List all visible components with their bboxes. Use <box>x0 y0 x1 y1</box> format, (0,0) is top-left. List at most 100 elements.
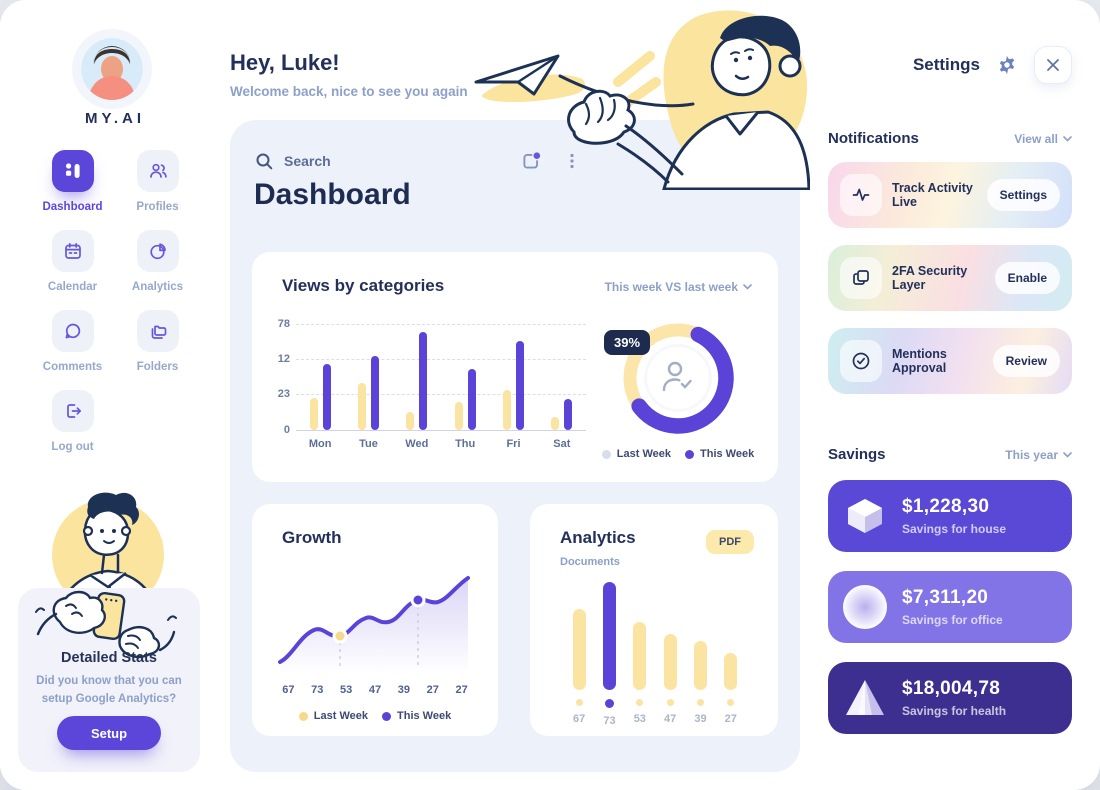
gear-icon[interactable] <box>997 55 1017 75</box>
legend-dot <box>601 449 611 459</box>
bar <box>633 622 647 690</box>
folders-icon <box>136 310 179 352</box>
analytics-column: 67 <box>564 582 594 727</box>
bar-group-fri <box>489 324 537 430</box>
this-week-bar <box>419 332 428 430</box>
gridline <box>296 394 586 395</box>
sidebar-item-label: Calendar <box>47 281 98 293</box>
bar-stack <box>724 582 738 690</box>
last-week-bar <box>454 402 463 430</box>
x-axis-label: 67 <box>573 713 586 725</box>
savings-heading: Savings <box>828 446 886 463</box>
notification-label: Track Activity Live <box>892 181 973 209</box>
savings-amount: $7,311,20 <box>902 587 989 608</box>
setup-button[interactable]: Setup <box>57 716 161 750</box>
savings-label: Savings for health <box>902 704 1007 718</box>
savings-for-office-card[interactable]: $7,311,20 Savings for office <box>828 571 1072 643</box>
week-filter-label: This week VS last week <box>604 280 738 294</box>
sidebar-item-log-out[interactable]: Log out <box>30 390 115 453</box>
analytics-column: 53 <box>625 582 655 727</box>
notification-label: Mentions Approval <box>892 347 947 375</box>
this-week-bar <box>515 341 524 430</box>
sidebar-item-folders[interactable]: Folders <box>115 310 200 373</box>
hands-phone-illustration <box>35 590 177 658</box>
views-card-title: Views by categories <box>282 276 445 295</box>
avatar[interactable] <box>81 38 143 100</box>
savings-list: $1,228,30 Savings for house $7,311,20 Savin… <box>828 480 1072 753</box>
sidebar-item-dashboard[interactable]: Dashboard <box>30 150 115 213</box>
savings-texts: $7,311,20 Savings for office <box>902 587 1003 627</box>
pdf-export-badge[interactable]: PDF <box>706 530 754 554</box>
bar-group-tue <box>344 324 392 430</box>
view-all-link[interactable]: View all <box>1014 132 1072 146</box>
x-axis-label: Wed <box>405 438 429 450</box>
notifications-heading: Notifications <box>828 130 919 147</box>
close-icon <box>1047 59 1059 71</box>
sidebar-item-analytics[interactable]: Analytics <box>115 230 200 293</box>
legend-label: This Week <box>700 448 755 460</box>
donut-legend: Last Week This Week <box>590 448 766 460</box>
y-axis-tick: 23 <box>277 388 290 400</box>
user-check-icon <box>662 361 692 392</box>
sidebar-item-profiles[interactable]: Profiles <box>115 150 200 213</box>
legend-label: Last Week <box>313 710 368 722</box>
sidebar-item-label: Profiles <box>136 201 179 213</box>
close-button[interactable] <box>1034 46 1072 84</box>
search-bar[interactable] <box>254 146 584 176</box>
growth-card-title: Growth <box>282 528 342 547</box>
this-week-bar <box>322 364 331 430</box>
x-axis-label: 53 <box>633 713 646 725</box>
notifications-list: Track Activity Live Settings 2FA Security … <box>828 162 1072 411</box>
notification-card-track-activity-live: Track Activity Live Settings <box>828 162 1072 228</box>
review-button[interactable]: Review <box>992 345 1060 377</box>
column-dot <box>575 699 583 706</box>
stats-card-title: Detailed Stats <box>61 650 157 666</box>
column-dot <box>604 699 614 708</box>
settings-header: Settings <box>828 46 1072 84</box>
x-axis-label: Tue <box>359 438 378 450</box>
sidebar-item-comments[interactable]: Comments <box>30 310 115 373</box>
y-axis-tick: 0 <box>283 424 290 436</box>
bar <box>724 653 738 690</box>
x-axis-label: 73 <box>603 715 616 727</box>
growth-card: Growth 67 73 53 47 39 27 27 Last Week This Week <box>252 504 498 736</box>
views-bar-chart: 78 12 23 0 Mon Tue Wed Thu Fri Sat <box>278 318 586 450</box>
avatar-image <box>81 38 143 100</box>
savings-for-health-card[interactable]: $18,004,78 Savings for health <box>828 662 1072 734</box>
savings-for-house-card[interactable]: $1,228,30 Savings for house <box>828 480 1072 552</box>
x-axis-label: Fri <box>506 438 521 450</box>
settings-button[interactable]: Settings <box>986 179 1060 211</box>
legend-dot <box>382 711 391 721</box>
column-dot <box>636 699 644 706</box>
highlight-bar <box>602 582 616 690</box>
last-week-bar <box>357 383 366 430</box>
settings-title: Settings <box>912 55 980 74</box>
legend-label: This Week <box>397 710 452 722</box>
bar-stack <box>663 582 677 690</box>
savings-label: Savings for office <box>902 613 1003 627</box>
search-input[interactable] <box>284 153 518 169</box>
growth-legend: Last Week This Week <box>252 710 498 722</box>
bar-group-wed <box>393 324 441 430</box>
x-axis-label: 47 <box>664 713 677 725</box>
bar <box>663 634 677 690</box>
analytics-column: 27 <box>716 582 746 727</box>
sidebar-item-label: Log out <box>51 441 94 453</box>
week-comparison-donut: 39% <box>604 308 748 448</box>
sidebar-nav: Dashboard Profiles Calendar Analytics Commen… <box>30 150 200 453</box>
analytics-column: 47 <box>655 582 685 727</box>
bar-stack <box>693 582 707 690</box>
new-window-notification-button[interactable] <box>518 148 544 174</box>
dashboard-panel: Dashboard Views by categories This week … <box>230 120 800 772</box>
chevron-down-icon <box>1063 135 1072 142</box>
enable-button[interactable]: Enable <box>994 262 1060 294</box>
kebab-menu-button[interactable] <box>560 149 584 173</box>
year-filter-dropdown[interactable]: This year <box>1005 448 1072 462</box>
week-filter-dropdown[interactable]: This week VS last week <box>605 280 752 294</box>
bar-group-sat <box>538 324 586 430</box>
comments-icon <box>51 310 94 352</box>
analytics-icon <box>136 230 179 272</box>
savings-texts: $1,228,30 Savings for house <box>902 496 1006 536</box>
sidebar-item-calendar[interactable]: Calendar <box>30 230 115 293</box>
x-axis-label: 47 <box>368 684 382 696</box>
